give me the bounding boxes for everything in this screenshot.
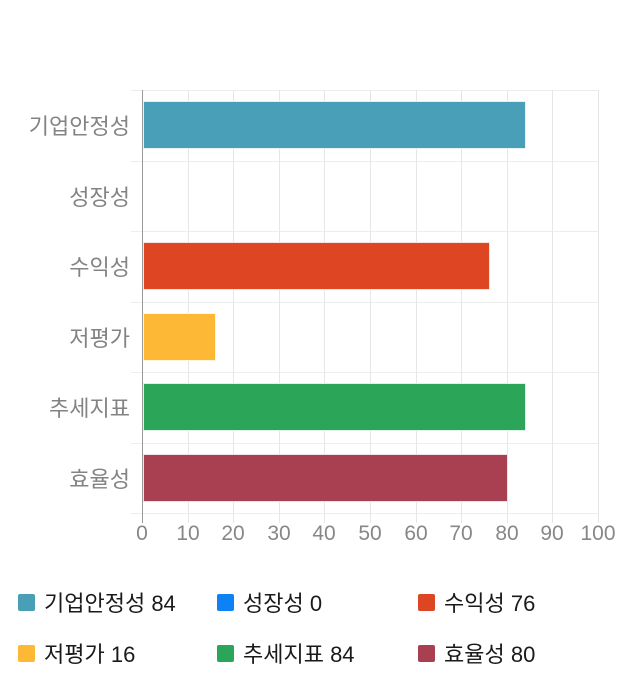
legend-label: 기업안정성 84 (44, 591, 176, 616)
row-gridline (131, 231, 598, 232)
x-tick-label: 100 (580, 522, 616, 545)
x-tick-label: 60 (404, 522, 428, 545)
v-gridline (279, 90, 280, 523)
legend-item-성장성[interactable]: 성장성 0 (217, 591, 322, 616)
legend-swatch-icon (18, 593, 35, 611)
legend-label: 성장성 0 (243, 591, 323, 616)
v-gridline (188, 90, 189, 523)
v-gridline (416, 90, 417, 523)
row-gridline (131, 513, 598, 514)
x-tick-label: 70 (449, 522, 473, 545)
category-label: 효율성 (69, 467, 130, 493)
legend-label: 수익성 76 (444, 591, 536, 616)
row-gridline (131, 302, 598, 303)
x-tick-label: 0 (136, 522, 148, 545)
legend-swatch-icon (418, 593, 435, 611)
legend-item-효율성[interactable]: 효율성 80 (418, 642, 535, 667)
category-label: 수익성 (69, 255, 130, 281)
x-tick-label: 20 (221, 522, 245, 545)
legend-swatch-icon (418, 644, 435, 662)
bar-추세지표 (143, 383, 526, 431)
x-tick-label: 50 (358, 522, 382, 545)
row-gridline (131, 90, 598, 91)
category-label: 추세지표 (49, 396, 130, 422)
legend-item-추세지표[interactable]: 추세지표 84 (217, 642, 355, 667)
v-gridline (370, 90, 371, 523)
row-gridline (131, 372, 598, 373)
legend-swatch-icon (217, 593, 234, 611)
category-label: 저평가 (69, 326, 130, 352)
legend-item-저평가[interactable]: 저평가 16 (18, 642, 135, 667)
x-tick-label: 10 (176, 522, 200, 545)
v-gridline (552, 90, 553, 523)
legend-label: 저평가 16 (44, 642, 136, 667)
bar-수익성 (143, 242, 490, 290)
legend-label: 효율성 80 (444, 642, 536, 667)
bar-효율성 (143, 454, 508, 502)
row-gridline (131, 443, 598, 444)
bar-저평가 (143, 313, 216, 361)
legend-item-기업안정성[interactable]: 기업안정성 84 (18, 591, 176, 616)
v-gridline (324, 90, 325, 523)
v-gridline (507, 90, 508, 523)
x-tick-label: 90 (540, 522, 564, 545)
category-label: 성장성 (69, 185, 130, 211)
v-gridline (233, 90, 234, 523)
category-label: 기업안정성 (28, 114, 130, 140)
y-axis-line (142, 90, 143, 523)
row-gridline (131, 161, 598, 162)
x-tick-label: 80 (495, 522, 519, 545)
bar-기업안정성 (143, 101, 526, 149)
v-gridline (598, 90, 599, 523)
legend-item-수익성[interactable]: 수익성 76 (418, 591, 535, 616)
x-tick-label: 40 (312, 522, 336, 545)
x-tick-label: 30 (267, 522, 291, 545)
legend-label: 추세지표 84 (243, 642, 355, 667)
legend-swatch-icon (18, 644, 35, 662)
v-gridline (461, 90, 462, 523)
plot-area (131, 90, 599, 523)
legend-swatch-icon (217, 644, 234, 662)
